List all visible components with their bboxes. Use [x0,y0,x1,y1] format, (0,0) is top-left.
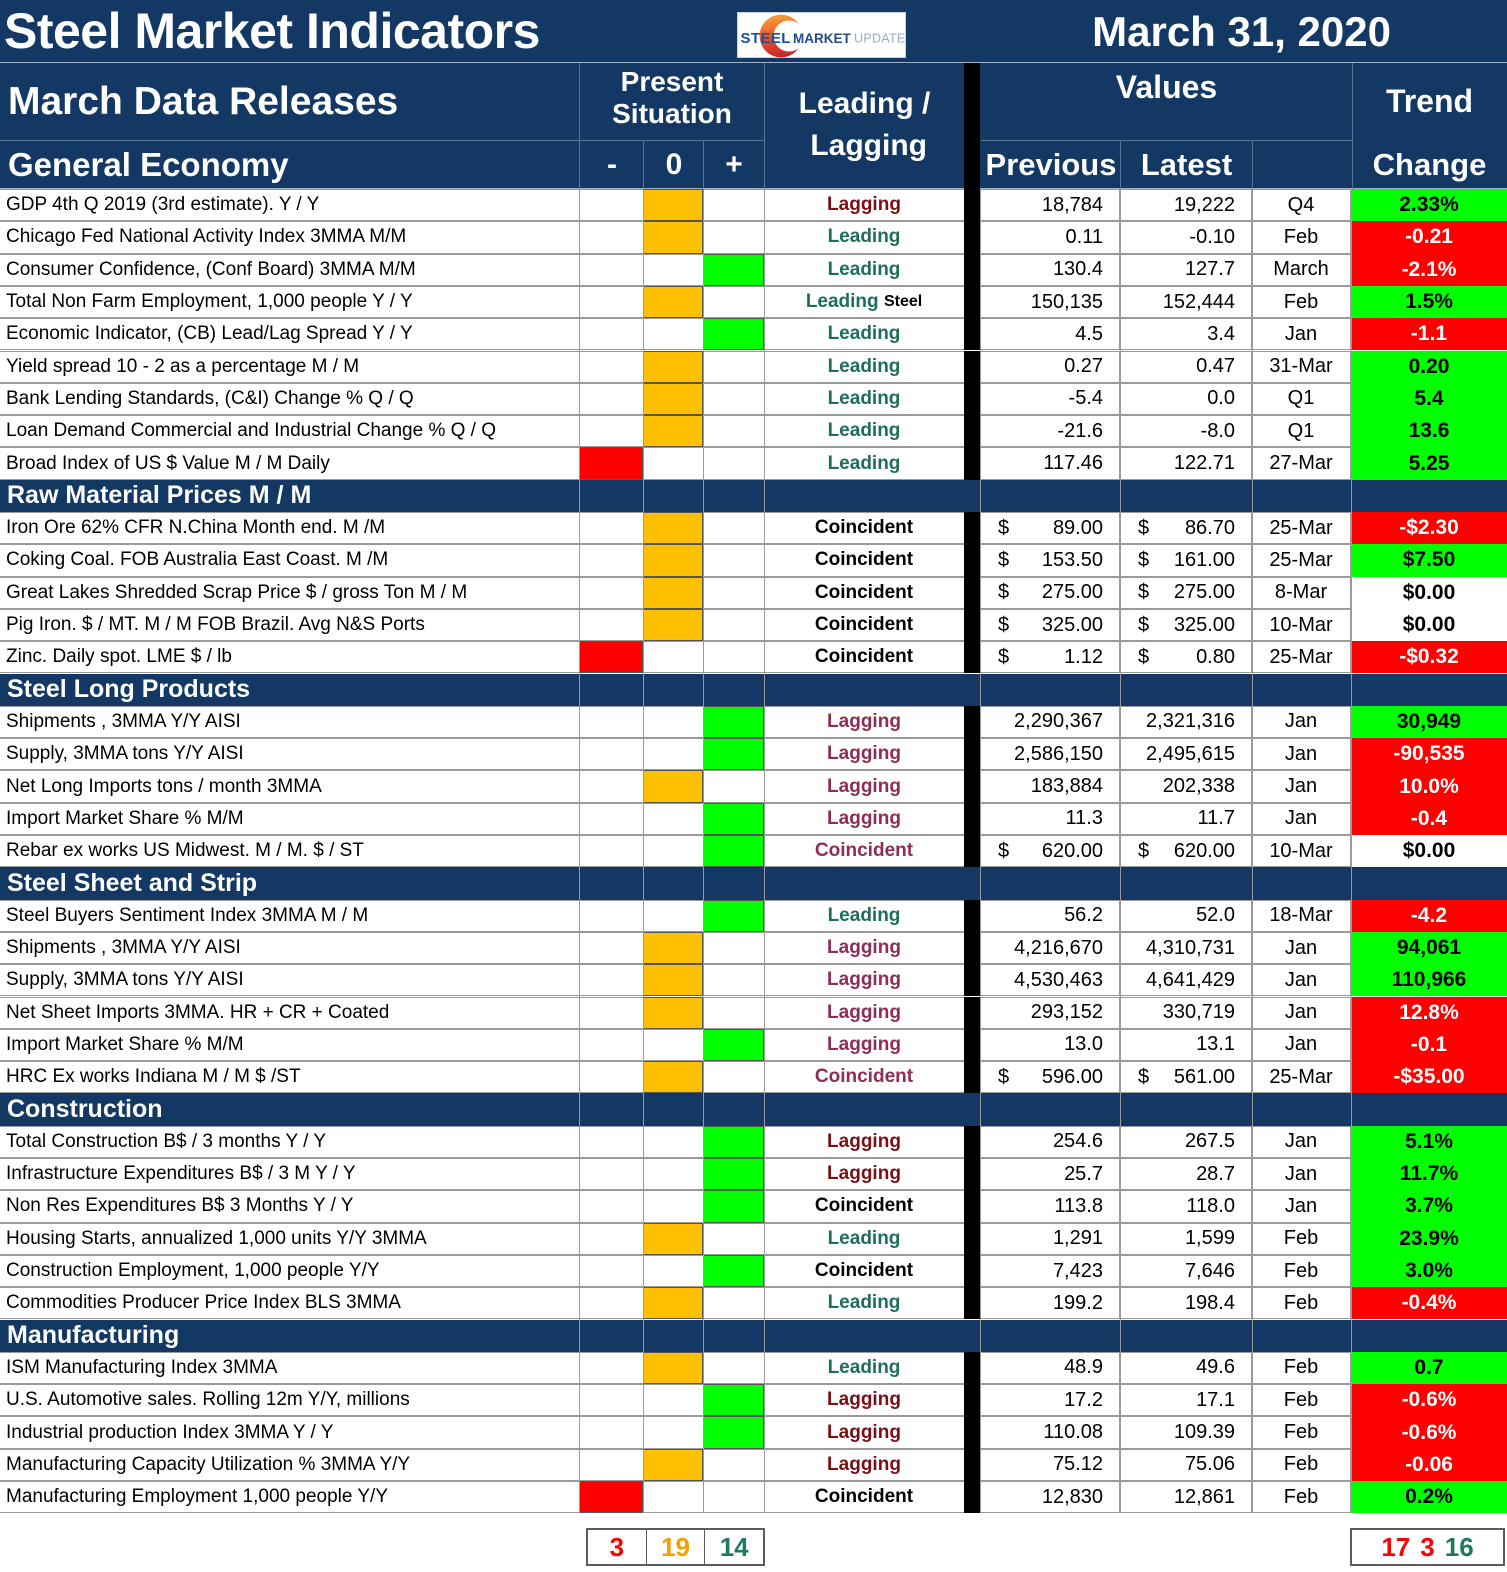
svg-text:STEEL: STEEL [741,30,791,47]
svg-text:UPDATE: UPDATE [854,32,906,46]
svg-text:MARKET: MARKET [793,31,851,46]
